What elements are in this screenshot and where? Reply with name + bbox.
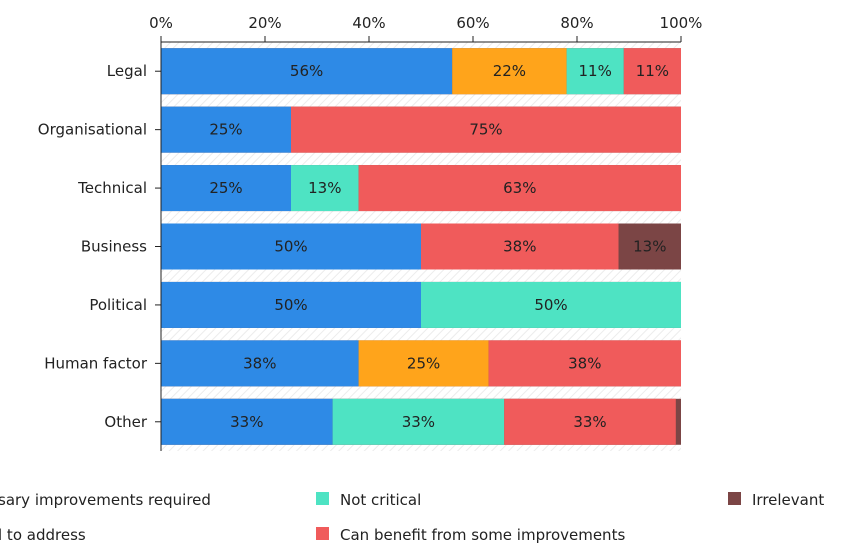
bar-value-label: 22% <box>493 62 526 80</box>
x-tick-label: 60% <box>456 14 489 32</box>
legend-label: l to address <box>0 526 86 544</box>
legend: sary improvements required l to address No… <box>0 491 824 544</box>
bar-labels-group: 56% 22% 11% 11% 25% 75% 25% 13% 63% 50% 38% 13% 50% 5… <box>209 62 669 431</box>
category-label: Legal <box>107 62 147 80</box>
bar-segment <box>161 106 291 153</box>
legend-swatch <box>728 492 741 505</box>
bar-value-label: 11% <box>636 62 669 80</box>
bar-value-label: 50% <box>274 296 307 314</box>
bar-value-label: 25% <box>209 121 242 139</box>
bar-value-label: 38% <box>568 354 601 372</box>
bar-value-label: 75% <box>469 121 502 139</box>
bar-segment <box>488 340 681 387</box>
bar-value-label: 13% <box>308 179 341 197</box>
bar-segment <box>291 165 359 212</box>
bar-value-label: 33% <box>573 413 606 431</box>
legend-swatch <box>316 492 329 505</box>
bar-value-label: 38% <box>503 238 536 256</box>
bar-value-label: 50% <box>534 296 567 314</box>
x-tick-label: 80% <box>560 14 593 32</box>
category-label: Organisational <box>38 121 147 139</box>
bar-segment <box>618 223 681 270</box>
category-label: Human factor <box>44 354 148 372</box>
category-label: Political <box>89 296 147 314</box>
legend-label: sary improvements required <box>0 491 211 509</box>
category-label: Technical <box>77 179 147 197</box>
bar-segment <box>291 106 681 153</box>
bar-value-label: 33% <box>402 413 435 431</box>
bar-segment <box>161 165 291 212</box>
bar-value-label: 11% <box>579 62 612 80</box>
bar-segment <box>161 48 453 95</box>
bar-value-label: 56% <box>290 62 323 80</box>
legend-label: Not critical <box>340 491 421 509</box>
x-tick-label: 100% <box>660 14 703 32</box>
bar-value-label: 25% <box>209 179 242 197</box>
bar-segment <box>421 281 681 328</box>
x-tick-label: 20% <box>248 14 281 32</box>
category-label: Business <box>81 238 147 256</box>
bar-value-label: 13% <box>633 238 666 256</box>
bar-segment <box>358 340 489 387</box>
bars-group <box>161 48 681 445</box>
legend-label: Can benefit from some improvements <box>340 526 625 544</box>
bar-value-label: 38% <box>243 354 276 372</box>
bar-segment <box>161 223 421 270</box>
bar-segment <box>421 223 619 270</box>
bar-value-label: 25% <box>407 354 440 372</box>
category-label: Other <box>104 413 147 431</box>
bar-value-label: 50% <box>274 238 307 256</box>
legend-label: Irrelevant <box>752 491 824 509</box>
bar-value-label: 33% <box>230 413 263 431</box>
bar-segment <box>358 165 681 212</box>
bar-segment <box>332 398 505 445</box>
bar-segment <box>566 48 624 95</box>
legend-swatch <box>316 527 329 540</box>
bar-segment <box>161 398 333 445</box>
x-tick-label: 0% <box>149 14 173 32</box>
x-tick-label: 40% <box>352 14 385 32</box>
bar-segment <box>161 340 359 387</box>
bar-segment <box>504 398 676 445</box>
bar-segment <box>623 48 681 95</box>
bar-segment <box>161 281 421 328</box>
bar-segment <box>452 48 567 95</box>
bar-value-label: 63% <box>503 179 536 197</box>
axes-group: Legal Organisational Technical Business Poli… <box>38 14 703 451</box>
